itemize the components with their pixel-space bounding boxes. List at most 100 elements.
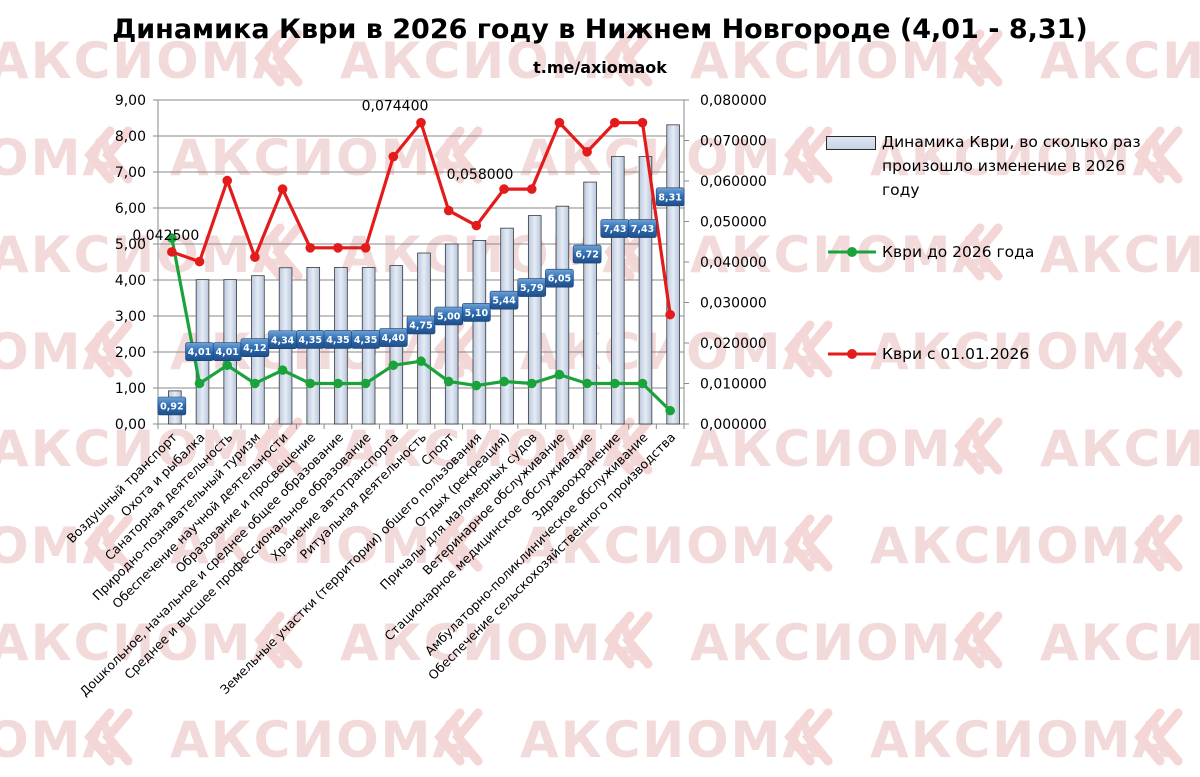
y2-axis-tick-label: 0,030000 [700,296,767,312]
watermark-text: АКСИОМА [0,420,293,478]
y-axis-tick-label: 0,00 [115,417,146,433]
watermark-text: АКСИОМА [0,32,293,90]
watermark-logo-icon [254,611,285,669]
watermark-text: АКСИОМА [0,614,293,672]
legend-bar-swatch [826,136,876,150]
series-red-point [277,184,288,194]
bar-value-label: 6,05 [548,274,571,285]
series-red-point [305,243,316,253]
watermark-logo-icon [84,126,115,184]
watermark-logo-icon [102,126,133,184]
bar-value-box [545,268,574,288]
series-green-point [609,378,620,389]
watermark-text: АКСИОМА [870,129,1173,187]
y-axis-tick-label: 9,00 [115,93,146,109]
watermark-logo-icon [102,514,133,572]
y-axis-tick-label: 6,00 [115,201,146,217]
legend-label-bars: Динамика Кври, во сколько раз произошло … [882,133,1141,199]
series-green-point [416,356,426,367]
series-green-point [222,360,233,371]
series-green-point [637,378,648,389]
watermark-logo-icon [84,708,115,766]
y-axis-tick-label: 7,00 [115,165,146,181]
y2-axis-tick-label: 0,050000 [700,215,767,231]
watermark-text: АКСИОМА [690,420,993,478]
bar-value-box [572,244,602,264]
y2-axis-tick-label: 0,060000 [700,174,767,190]
watermark-logo-icon [434,708,465,766]
chart-title: Динамика Кври в 2026 году в Нижнем Новго… [112,14,1088,45]
watermark-logo-icon [1134,514,1165,572]
bar-value-box [517,278,547,297]
series-green-point [194,378,205,389]
bar-value-label: 7,43 [631,224,654,235]
y-axis-tick-label: 1,00 [115,381,146,397]
bar-value-label: 5,79 [520,283,543,294]
series-green-point [333,378,343,389]
watermark-text: АКСИОМА [340,32,643,90]
bar [555,205,570,425]
watermark-logo-icon [972,29,1003,87]
series-red-point [250,252,260,262]
bar [444,243,459,425]
y2-axis-tick-label: 0,040000 [700,255,767,271]
series-green-point [582,378,592,389]
series-red-point [194,256,205,267]
y-axis-tick-label: 2,00 [115,345,146,361]
watermark-logo-icon [802,708,833,766]
watermark-logo-icon [604,417,635,475]
watermark-text: АКСИОМА [520,517,823,575]
y2-axis-tick-label: 0,020000 [700,336,767,352]
watermark-logo-icon [272,29,303,87]
y-axis-tick-label: 4,00 [115,273,146,289]
watermark-text: АКСИОМА [870,323,1173,381]
watermark-logo-icon [604,29,635,87]
series-green-point [665,405,675,416]
watermark-logo-icon [452,708,483,766]
chart-subtitle: t.me/axiomaok [533,58,667,77]
watermark-logo-icon [102,320,133,378]
bar [417,252,431,425]
bar [666,124,680,425]
series-green-point [360,378,371,389]
watermark-text: АКСИОМА [170,711,473,769]
series-green-point [305,378,316,389]
watermark-text: АКСИОМА [340,614,643,672]
series-red-point [554,117,565,128]
bar-value-label: 4,75 [409,321,432,332]
bar-value-label: 6,72 [575,250,598,261]
series-red-point [665,309,675,320]
series-red-point [167,247,177,257]
watermark-logo-icon [604,611,635,669]
series-red-point [360,243,371,253]
watermark-text: АКСИОМА [1040,226,1200,284]
watermark-logo-icon [452,514,483,572]
series-red-point [582,147,592,157]
watermark-logo-icon [622,611,653,669]
bar-value-label: 4,40 [382,333,406,344]
watermark-logo-icon [972,417,1003,475]
bar-value-box [379,328,408,347]
data-annotation: 0,058000 [447,167,514,183]
watermark-logo-icon [452,126,483,184]
legend-label-red: Кври с 01.01.2026 [882,345,1030,363]
bar-value-label: 8,31 [658,192,681,203]
y-axis-tick-label: 8,00 [115,129,146,145]
watermark-logo-icon [972,611,1003,669]
watermark-logo-icon [954,611,985,669]
bar-value-label: 7,43 [603,224,626,235]
watermark-logo-icon [1134,708,1165,766]
bar [472,239,487,425]
bar-value-label: 4,35 [299,335,322,346]
bar-value-box [462,303,491,322]
bar-value-label: 4,01 [215,347,238,358]
legend-green-swatch [828,247,876,257]
bar-value-label: 5,00 [437,312,461,323]
series-red-point [222,175,233,186]
watermark-text: АКСИОМА [870,711,1173,769]
series-red-point [443,205,454,216]
watermark-logo-icon [954,29,985,87]
watermark-logo-icon [102,708,133,766]
watermark-text: АКСИОМА [340,420,643,478]
series-green-point [277,365,288,375]
